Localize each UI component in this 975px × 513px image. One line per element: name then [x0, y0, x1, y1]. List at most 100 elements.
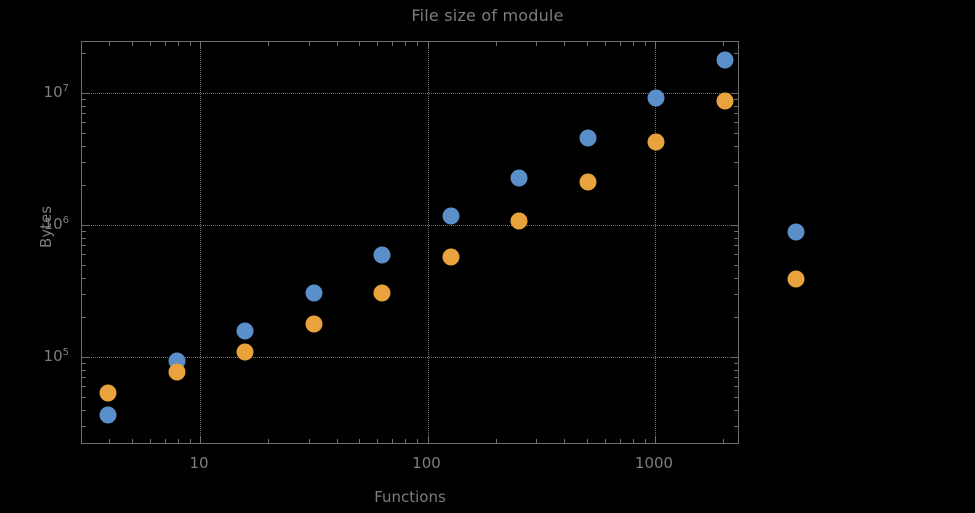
x-axis-tick-top — [417, 42, 419, 46]
gridline-vertical — [200, 42, 201, 443]
data-point — [99, 384, 117, 402]
data-point — [510, 169, 528, 186]
y-axis-tick — [82, 237, 86, 239]
y-axis-tick-right — [734, 409, 738, 411]
y-axis-tick — [82, 225, 89, 226]
gridline-vertical — [427, 42, 429, 443]
x-axis-tick-top — [189, 42, 191, 46]
plot-frame — [81, 41, 739, 444]
y-axis-tick — [82, 162, 86, 164]
x-axis-tick-top — [177, 42, 179, 46]
y-axis-tick — [82, 99, 86, 101]
y-axis-tick-right — [734, 99, 738, 101]
x-axis-tick — [131, 439, 133, 443]
gridline-horizontal — [82, 225, 738, 226]
x-axis-tick — [336, 439, 338, 443]
y-axis-tick — [82, 294, 86, 296]
y-axis-tick-right — [734, 185, 738, 187]
x-axis-tick-top — [200, 42, 201, 49]
y-axis-tick-right — [734, 105, 738, 107]
x-axis-tick — [392, 439, 394, 443]
data-point — [305, 315, 323, 333]
data-point — [647, 89, 665, 107]
data-point — [442, 248, 460, 266]
gridline-horizontal — [82, 93, 738, 94]
x-axis-tick — [109, 439, 111, 443]
y-axis-tick — [82, 377, 86, 379]
data-point — [510, 212, 528, 230]
x-axis-tick-top — [604, 42, 606, 46]
x-axis-tick — [644, 439, 646, 443]
y-axis-tick-right — [734, 254, 738, 256]
x-axis-tick-top — [377, 42, 379, 46]
y-tick-label: 106 — [43, 215, 69, 233]
y-axis-tick — [82, 93, 89, 94]
y-axis-tick — [82, 53, 86, 55]
data-point — [305, 284, 323, 302]
y-axis-tick-right — [734, 237, 738, 239]
data-point — [99, 406, 117, 424]
y-axis-label: Bytes — [37, 205, 55, 249]
y-axis-tick — [82, 145, 86, 147]
data-point — [168, 363, 186, 381]
y-tick-label: 107 — [43, 83, 69, 101]
y-axis-tick — [82, 132, 86, 134]
gridline-horizontal — [82, 357, 738, 358]
y-axis-tick-right — [734, 162, 738, 164]
data-point — [373, 246, 391, 264]
data-point — [647, 133, 665, 151]
y-axis-tick — [82, 409, 86, 411]
y-axis-tick-right — [734, 245, 738, 247]
data-point — [236, 322, 254, 340]
y-axis-tick-right — [734, 264, 738, 266]
y-axis-tick — [82, 122, 86, 124]
x-axis-tick — [619, 439, 621, 443]
data-point — [716, 92, 734, 110]
x-axis-tick-top — [359, 42, 361, 46]
y-axis-tick-right — [734, 122, 738, 124]
x-axis-tick-top — [723, 42, 725, 46]
x-axis-tick-top — [427, 42, 429, 49]
x-axis-tick — [308, 439, 310, 443]
data-point — [787, 270, 805, 288]
x-axis-tick — [564, 439, 566, 443]
x-axis-tick — [377, 439, 379, 443]
x-tick-label: 100 — [412, 454, 441, 472]
y-axis-tick — [82, 231, 86, 233]
y-axis-tick-right — [734, 231, 738, 233]
y-axis-tick — [82, 254, 86, 256]
x-axis-tick — [417, 439, 419, 443]
x-tick-label: 10 — [189, 454, 209, 472]
y-axis-tick-right — [734, 53, 738, 55]
x-axis-tick — [189, 439, 191, 443]
y-axis-tick — [82, 426, 86, 428]
y-axis-tick-right — [734, 377, 738, 379]
chart-title: File size of module — [411, 6, 564, 25]
data-point — [579, 173, 597, 191]
y-axis-tick-right — [734, 132, 738, 134]
x-axis-tick-top — [336, 42, 338, 46]
gridline-vertical — [655, 42, 656, 443]
x-axis-tick — [655, 436, 656, 443]
y-axis-tick-right — [734, 386, 738, 388]
data-point — [236, 343, 254, 361]
y-axis-tick-right — [734, 113, 738, 115]
x-axis-tick — [268, 439, 270, 443]
x-axis-tick-top — [564, 42, 566, 46]
x-axis-tick-top — [644, 42, 646, 46]
x-axis-tick-top — [536, 42, 538, 46]
y-axis-tick-right — [734, 145, 738, 147]
x-axis-tick-top — [109, 42, 111, 46]
y-axis-tick-right — [731, 93, 738, 94]
x-axis-tick-top — [405, 42, 407, 46]
y-axis-tick — [82, 113, 86, 115]
x-axis-tick — [200, 436, 201, 443]
x-axis-tick — [359, 439, 361, 443]
y-axis-tick — [82, 386, 86, 388]
data-point — [579, 129, 597, 147]
y-axis-tick-right — [734, 363, 738, 365]
y-axis-tick-right — [734, 277, 738, 279]
y-axis-tick-right — [734, 369, 738, 371]
y-axis-tick — [82, 245, 86, 247]
